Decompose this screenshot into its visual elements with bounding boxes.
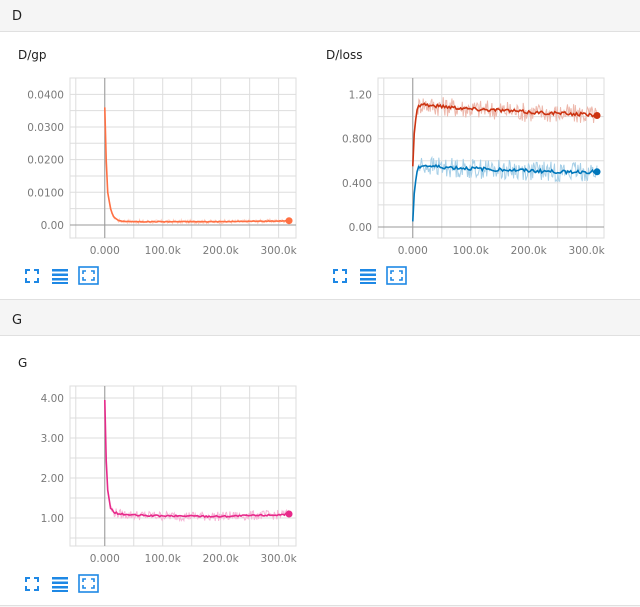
y-tick-label: 0.0400 [27,89,64,101]
series-end-point [285,217,293,225]
series-raw-line [412,97,598,167]
y-tick-label: 2.00 [41,473,64,485]
y-tick-label: 0.00 [41,220,64,232]
y-tick-label: 0.0100 [27,187,64,199]
fullscreen-icon[interactable] [22,574,42,594]
section-body-g: G 1.00 2.00 3.00 4.00 0.000 100.0k 200.0k 300.0… [0,336,640,606]
plot-frame [69,77,297,239]
x-tick-label: 300.0k [261,245,298,257]
fullscreen-icon[interactable] [330,266,350,286]
chart-g[interactable]: 1.00 2.00 3.00 4.00 0.000 100.0k 200.0k 300.0k [8,376,308,576]
chart-dloss[interactable]: 0.00 0.400 0.800 1.20 0.000 100.0k 200.0k 300.0… [316,68,616,268]
y-tick-label: 0.0200 [27,155,64,167]
series-end-point [593,168,601,176]
x-tick-label: 100.0k [453,245,490,257]
x-tick-label: 100.0k [145,245,182,257]
section-header-g[interactable]: G [0,304,640,336]
x-tick-label: 200.0k [203,245,240,257]
x-tick-label: 200.0k [203,553,240,565]
section-header-d[interactable]: D [0,0,640,32]
series-line [104,107,290,223]
y-tick-label: 0.400 [342,178,372,190]
x-tick-label: 0.000 [90,245,120,257]
chart-card-dloss: D/loss 0.00 0.400 0.800 1.20 0.000 100.0k 200.… [316,38,616,298]
plot-frame [69,385,297,547]
fullscreen-icon[interactable] [22,266,42,286]
section-title: G [12,313,23,328]
y-tick-label: 1.20 [349,90,372,102]
chart-title: D/loss [326,48,363,62]
y-tick-label: 0.800 [342,134,372,146]
fit-domain-icon[interactable] [78,574,99,594]
y-tick-label: 0.00 [349,222,372,234]
y-tick-label: 0.0300 [27,122,64,134]
list-icon[interactable] [358,266,378,286]
series-line [412,102,598,167]
y-tick-label: 1.00 [41,513,64,525]
plot-frame [377,77,605,239]
fit-domain-icon[interactable] [386,266,407,286]
x-tick-label: 300.0k [569,245,606,257]
y-tick-label: 4.00 [41,393,64,405]
chart-dgp[interactable]: 0.00 0.0100 0.0200 0.0300 0.0400 0.000 100.0k 2… [8,68,308,268]
series-raw-line [412,155,598,222]
series-end-point [593,112,601,120]
series-end-point [285,510,293,518]
chart-card-dgp: D/gp 0.00 0.0100 0.0200 0.0300 0.0400 0.000 10… [8,38,308,298]
y-tick-label: 3.00 [41,433,64,445]
x-tick-label: 100.0k [145,553,182,565]
series-line [412,164,598,222]
series-line [104,399,289,519]
list-icon[interactable] [50,266,70,286]
list-icon[interactable] [50,574,70,594]
x-tick-label: 0.000 [398,245,428,257]
section-title: D [12,9,23,24]
x-tick-label: 200.0k [511,245,548,257]
chart-title: D/gp [18,48,47,62]
fit-domain-icon[interactable] [78,266,99,286]
series-raw-line [104,107,290,225]
chart-title: G [18,356,28,370]
x-tick-label: 0.000 [90,553,120,565]
section-body-d: D/gp 0.00 0.0100 0.0200 0.0300 0.0400 0.000 10… [0,32,640,300]
chart-card-g: G 1.00 2.00 3.00 4.00 0.000 100.0k 200.0k 300.0… [8,346,308,606]
x-tick-label: 300.0k [261,553,298,565]
